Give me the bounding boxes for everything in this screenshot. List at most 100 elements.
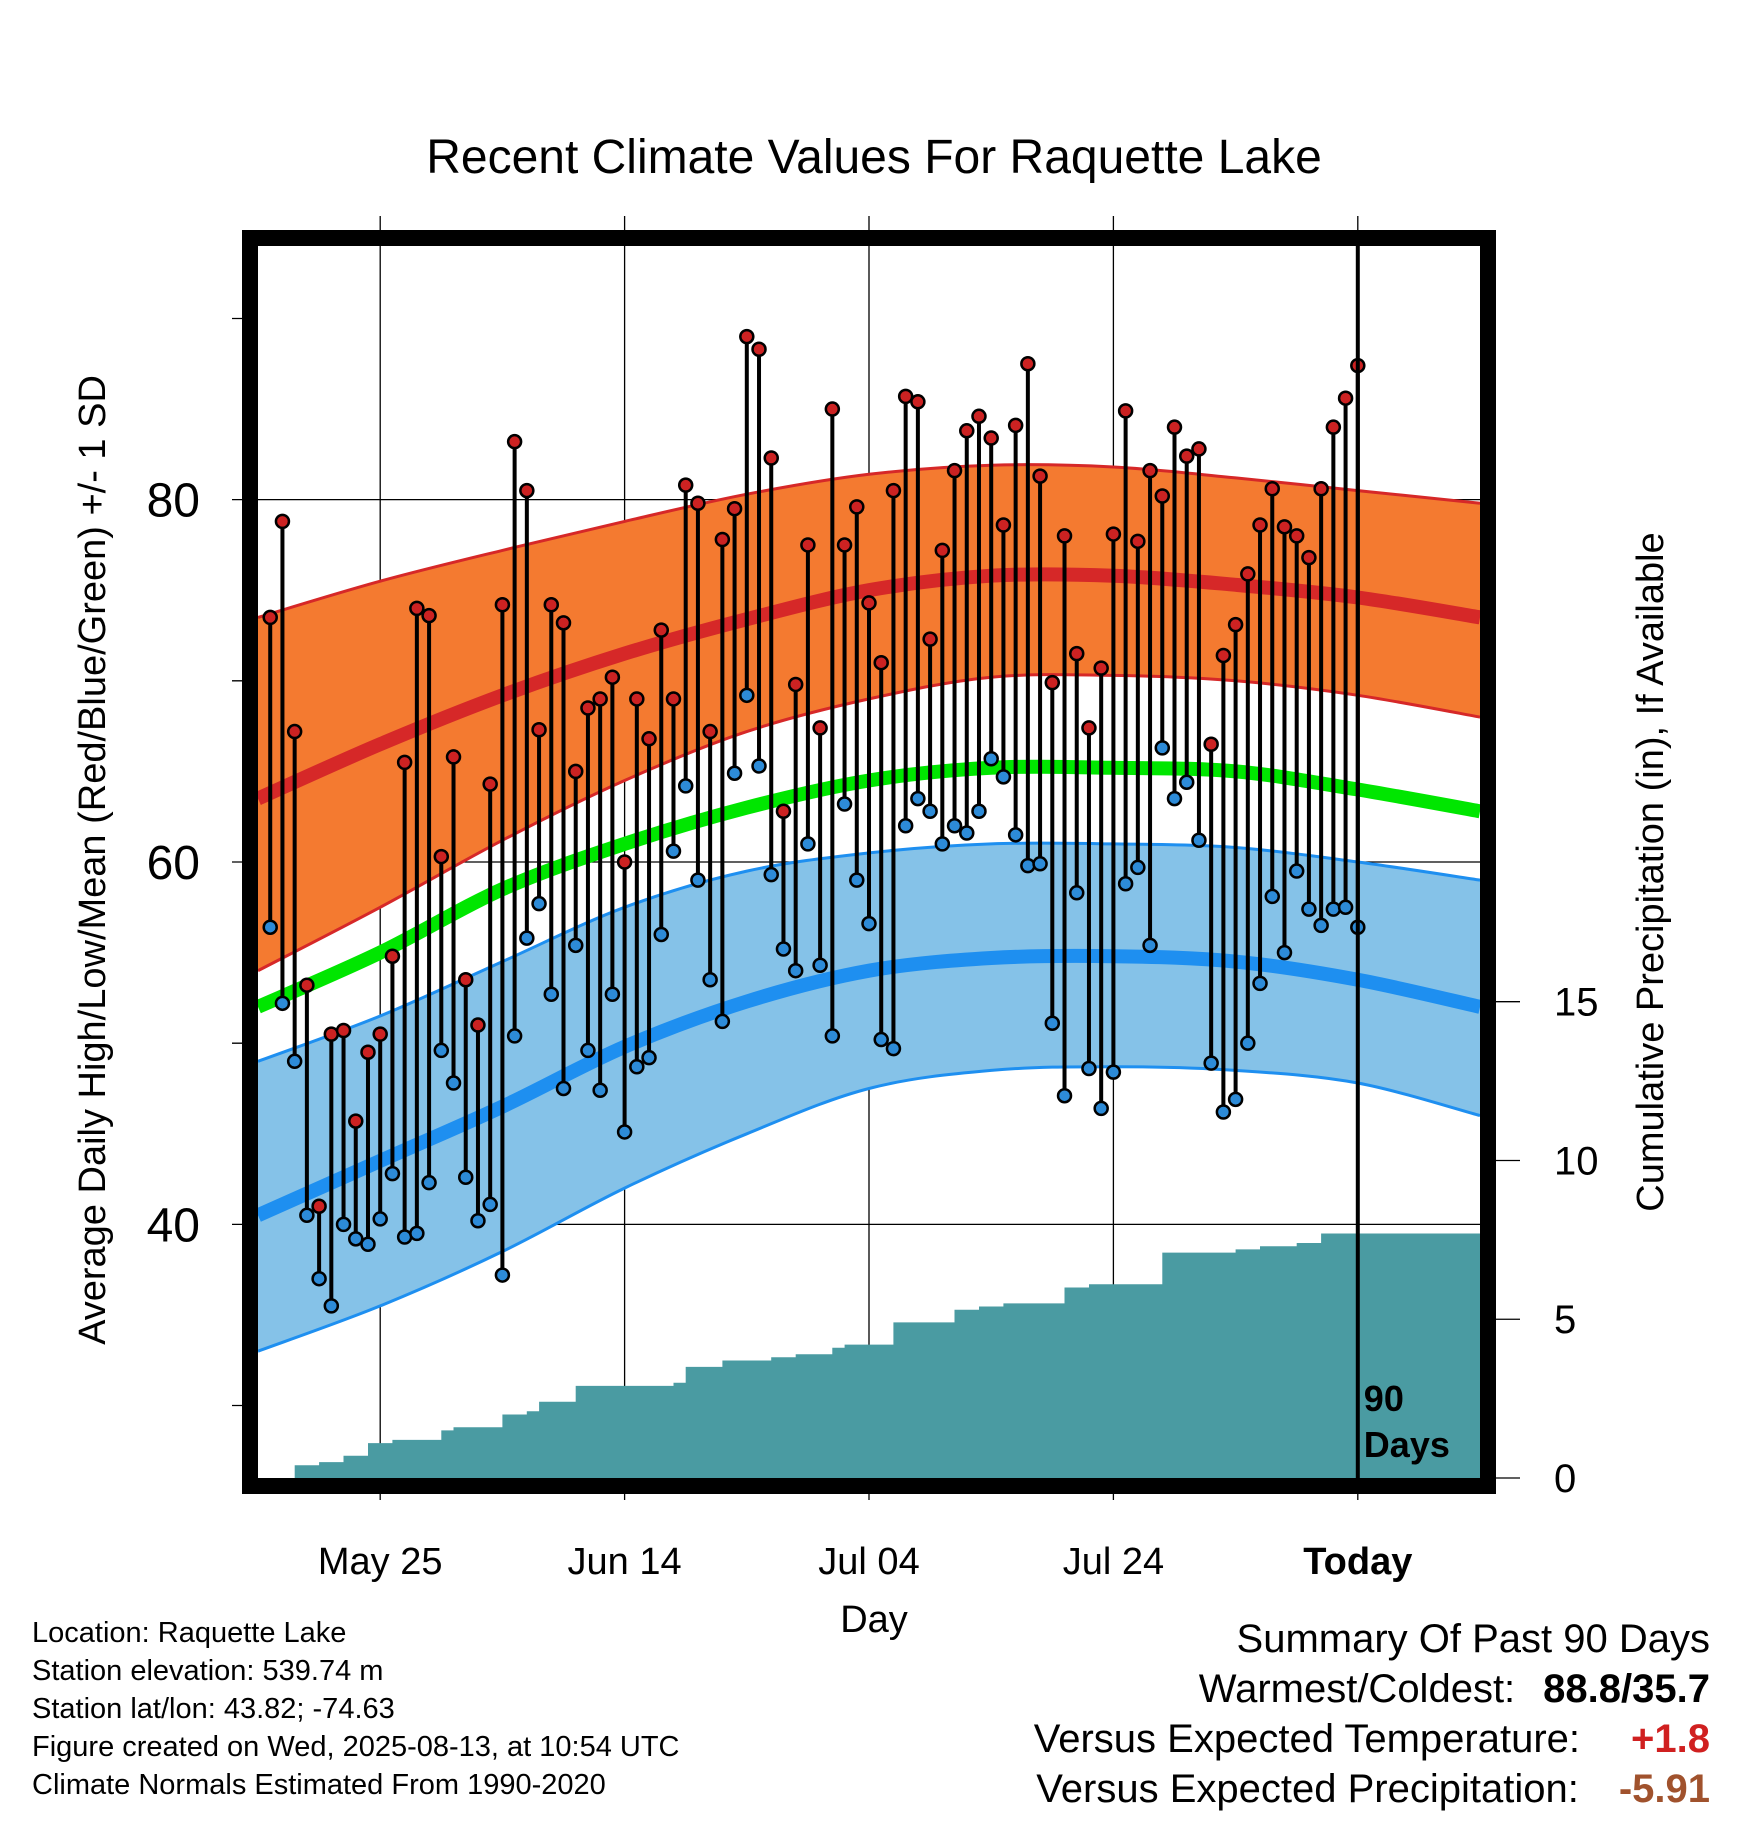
daily-low-point <box>1264 888 1281 905</box>
daily-high-point <box>1166 419 1183 435</box>
daily-low-point <box>1178 774 1195 791</box>
daily-low-point <box>286 1053 303 1070</box>
daily-high-point <box>519 482 535 499</box>
daily-high-point <box>311 1198 327 1214</box>
daily-low-point <box>348 1231 364 1247</box>
daily-low-point <box>1301 901 1317 917</box>
summary-heading: Summary Of Past 90 Days <box>1236 1617 1710 1661</box>
daily-high-point <box>1240 566 1256 582</box>
latlon-text: Station lat/lon: 43.82; -74.63 <box>32 1693 395 1725</box>
daily-high-point <box>1032 468 1048 484</box>
daily-high-point <box>885 482 902 499</box>
x-tick-label: Jul 24 <box>1063 1541 1164 1583</box>
daily-high-point <box>1081 720 1097 736</box>
daily-high-point <box>751 341 767 358</box>
daily-high-point <box>1325 419 1342 435</box>
daily-high-point <box>983 430 999 446</box>
daily-high-point <box>861 595 877 611</box>
daily-low-point <box>1252 975 1268 992</box>
daily-high-point <box>836 537 853 553</box>
daily-high-point <box>286 723 303 740</box>
daily-low-point <box>763 866 779 883</box>
daily-low-point <box>995 769 1012 785</box>
daily-low-point <box>1105 1064 1122 1080</box>
expected-temp-row: Versus Expected Temperature: +1.8 <box>1034 1714 1710 1764</box>
daily-low-point <box>1325 901 1342 917</box>
daily-low-point <box>1240 1035 1256 1051</box>
daily-low-point <box>690 872 706 888</box>
daily-high-point <box>1068 645 1085 662</box>
daily-high-point <box>653 622 670 638</box>
daily-high-point <box>1191 441 1207 457</box>
daily-low-point <box>1191 832 1207 849</box>
daily-low-point <box>983 750 999 767</box>
daily-low-point <box>910 790 926 807</box>
daily-low-point <box>653 926 670 943</box>
daily-high-point <box>824 401 841 417</box>
daily-high-point <box>1130 533 1146 550</box>
created-text: Figure created on Wed, 2025-08-13, at 10… <box>32 1731 680 1763</box>
daily-high-point <box>665 691 682 707</box>
daily-low-point <box>824 1028 841 1044</box>
daily-low-point <box>775 941 792 957</box>
daily-low-point <box>714 1013 731 1030</box>
daily-low-point <box>726 765 743 781</box>
daily-high-point <box>641 731 657 747</box>
daily-high-point <box>714 531 731 548</box>
daily-low-point <box>1020 857 1036 874</box>
daily-low-point <box>800 836 816 852</box>
daily-high-point <box>1105 526 1122 542</box>
daily-low-point <box>885 1040 902 1057</box>
daily-high-point <box>555 615 572 631</box>
daily-high-point <box>995 517 1012 533</box>
daily-low-point <box>1203 1055 1219 1071</box>
daily-high-point <box>922 631 938 647</box>
expected-temp-label: Versus Expected Temperature: <box>1033 1717 1580 1761</box>
daily-high-point <box>1178 448 1195 464</box>
daily-low-point <box>751 758 767 774</box>
warmest-coldest-row: Warmest/Coldest: 88.8/35.7 <box>1034 1664 1710 1714</box>
y2-axis-label: Cumulative Precipitation (in), If Availa… <box>1630 532 1672 1211</box>
daily-high-point <box>849 499 865 515</box>
daily-low-point <box>262 919 278 935</box>
daily-low-point <box>506 1028 523 1044</box>
daily-low-point <box>1044 1015 1061 1031</box>
y-tick-label: 60 <box>147 837 200 890</box>
daily-low-point <box>1215 1104 1232 1120</box>
daily-low-point <box>335 1216 352 1233</box>
daily-high-point <box>604 669 621 685</box>
daily-high-point <box>506 433 523 450</box>
location-text: Location: Raquette Lake <box>32 1617 347 1649</box>
daily-high-point <box>1203 736 1219 752</box>
daily-high-point <box>274 513 291 530</box>
daily-low-point <box>629 1058 645 1075</box>
daily-low-point <box>897 818 914 834</box>
daily-low-point <box>616 1124 633 1140</box>
daily-high-point <box>775 803 792 820</box>
daily-low-point <box>922 803 938 820</box>
daily-high-point <box>1056 528 1073 544</box>
daily-low-point <box>299 1207 315 1224</box>
daily-low-point <box>311 1270 327 1287</box>
daily-low-point <box>641 1049 657 1066</box>
daily-high-point <box>1142 462 1158 479</box>
daily-high-point <box>897 388 914 405</box>
daily-low-point <box>1154 740 1171 756</box>
daily-high-point <box>739 328 755 345</box>
daily-low-point <box>946 818 963 834</box>
daily-low-point <box>433 1042 450 1059</box>
daily-low-point <box>1142 937 1158 954</box>
daily-low-point <box>372 1211 388 1227</box>
daily-high-point <box>348 1113 364 1129</box>
daily-high-point <box>800 537 816 553</box>
x-tick-label: Jul 04 <box>818 1541 919 1583</box>
daily-low-point <box>1313 917 1329 934</box>
daily-high-point <box>1313 481 1329 497</box>
daily-low-point <box>836 796 853 812</box>
daily-high-point <box>262 609 278 626</box>
daily-high-point <box>959 423 975 439</box>
daily-low-point <box>812 957 828 974</box>
daily-low-point <box>1007 827 1024 843</box>
daily-low-point <box>555 1080 572 1097</box>
daily-high-point <box>1007 417 1024 434</box>
